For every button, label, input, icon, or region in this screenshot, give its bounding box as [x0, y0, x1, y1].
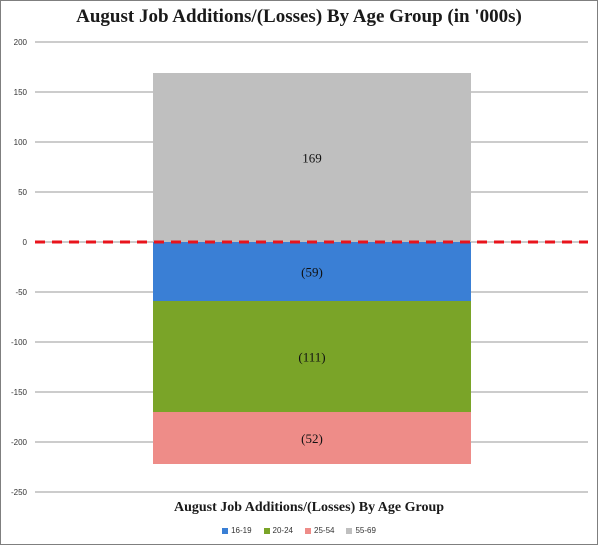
- y-tick-label: 0: [23, 238, 28, 247]
- y-tick-label: -50: [15, 288, 27, 297]
- y-tick-label: -150: [11, 388, 28, 397]
- legend-item: 25-54: [305, 526, 334, 535]
- y-tick-label: 50: [18, 188, 27, 197]
- data-label: (59): [301, 265, 323, 280]
- legend-label: 20-24: [272, 526, 293, 535]
- legend-item: 16-19: [222, 526, 252, 535]
- bar-segment-25-54: [153, 412, 471, 464]
- bar-segment-20-24: [153, 301, 471, 412]
- legend-swatch: [346, 527, 353, 534]
- data-label: (111): [298, 350, 325, 365]
- bar-segment-55-69: [153, 73, 471, 242]
- y-tick-label: -100: [11, 338, 28, 347]
- y-tick-label: -250: [11, 488, 28, 497]
- x-axis-label: August Job Additions/(Losses) By Age Gro…: [173, 500, 445, 515]
- legend-item: 55-69: [346, 526, 376, 535]
- legend-item: 20-24: [263, 526, 293, 535]
- data-label: 169: [302, 151, 322, 166]
- chart-title: August Job Additions/(Losses) By Age Gro…: [76, 6, 522, 27]
- legend-label: 16-19: [231, 526, 252, 535]
- legend-swatch: [305, 527, 311, 534]
- y-tick-label: 100: [14, 138, 28, 147]
- data-label: (52): [301, 431, 323, 446]
- y-tick-label: -200: [11, 438, 28, 447]
- legend-swatch: [263, 527, 270, 534]
- chart-legend: 16-19 20-24 25-54 55-69: [0, 526, 598, 535]
- y-tick-label: 150: [14, 88, 28, 97]
- legend-swatch: [222, 527, 229, 534]
- legend-label: 55-69: [355, 526, 376, 535]
- y-tick-label: 200: [14, 38, 28, 47]
- bar-segment-16-19: [153, 242, 471, 301]
- legend-label: 25-54: [314, 526, 335, 535]
